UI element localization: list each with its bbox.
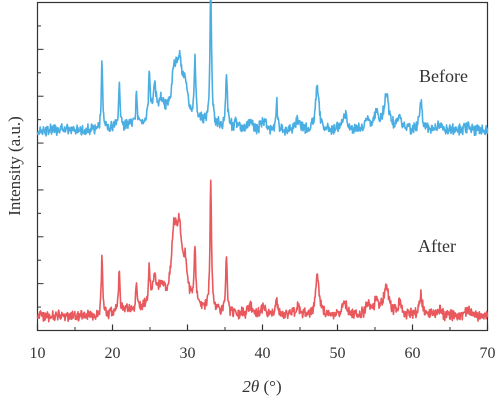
series-label-before: Before <box>419 66 468 86</box>
x-tick-label: 30 <box>180 345 196 362</box>
x-tick-label: 50 <box>330 345 346 362</box>
y-axis-ticks <box>37 2 44 308</box>
plot-border <box>36 1 489 332</box>
x-axis-ticks <box>36 324 489 331</box>
x-axis-title: 2θ (°) <box>242 377 281 396</box>
x-tick-label: 10 <box>30 345 46 362</box>
x-tick-label: 70 <box>480 345 496 362</box>
plot-frame <box>36 1 489 332</box>
series-line-before <box>36 0 489 137</box>
x-tick-label: 40 <box>255 345 271 362</box>
y-axis-title: Intensity (a.u.) <box>5 116 24 216</box>
series-line-after <box>36 179 489 323</box>
series-label-after: After <box>418 236 456 256</box>
x-tick-label: 20 <box>105 345 121 362</box>
series-lines <box>36 0 489 323</box>
x-axis-tick-labels: 10 20 30 40 50 60 70 <box>30 345 496 362</box>
x-tick-label: 60 <box>405 345 421 362</box>
